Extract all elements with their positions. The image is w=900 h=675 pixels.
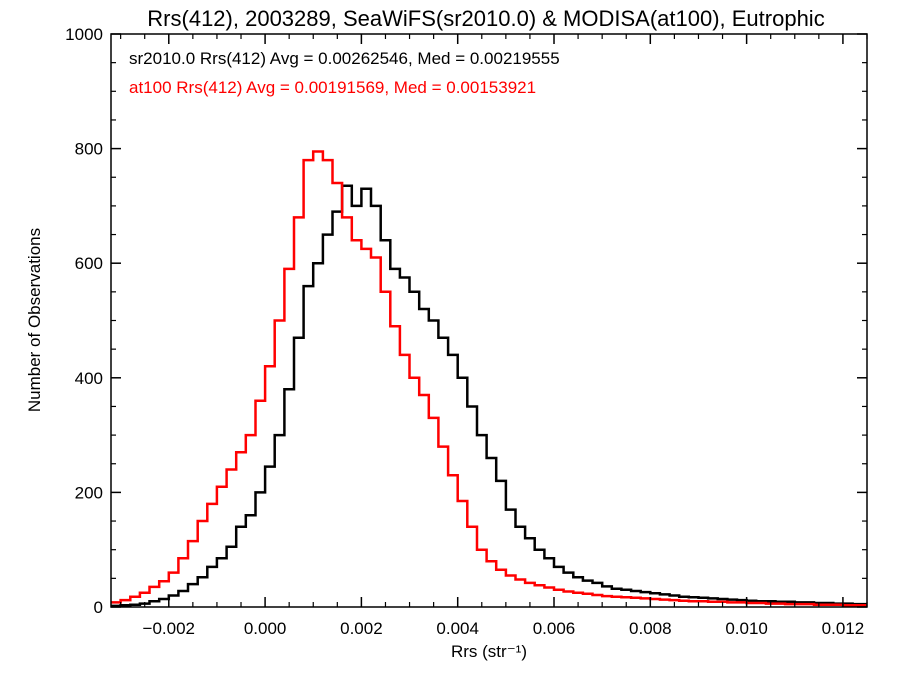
y-tick-label: 200 (75, 483, 103, 502)
annotation-sr2010: sr2010.0 Rrs(412) Avg = 0.00262546, Med … (129, 49, 560, 68)
y-tick-label: 0 (94, 598, 103, 617)
plot-frame (110, 33, 868, 608)
y-axis-label: Number of Observations (25, 228, 44, 412)
x-tick-label: 0.012 (822, 619, 865, 638)
series-line-1 (111, 150, 867, 607)
series-line-0 (111, 184, 867, 608)
y-axis-ticks: 0 200 400 600 800 1000 (65, 25, 867, 617)
x-tick-label: 0.004 (436, 619, 479, 638)
chart-title: Rrs(412), 2003289, SeaWiFS(sr2010.0) & M… (147, 6, 824, 31)
x-tick-label: −0.002 (143, 619, 195, 638)
x-tick-label: 0.000 (244, 619, 287, 638)
x-tick-label: 0.006 (533, 619, 576, 638)
x-axis-label: Rrs (str⁻¹) (451, 642, 527, 661)
x-axis-ticks: −0.002 0.000 0.002 0.004 0.006 0.008 0.010 0.01… (120, 34, 868, 638)
y-tick-label: 1000 (65, 25, 103, 44)
annotation-at100: at100 Rrs(412) Avg = 0.00191569, Med = 0… (129, 78, 536, 97)
x-tick-label: 0.008 (629, 619, 672, 638)
series-layer (111, 150, 867, 608)
x-tick-label: 0.002 (340, 619, 383, 638)
x-tick-label: 0.010 (725, 619, 768, 638)
y-tick-label: 400 (75, 369, 103, 388)
y-tick-label: 800 (75, 140, 103, 159)
y-tick-label: 600 (75, 254, 103, 273)
